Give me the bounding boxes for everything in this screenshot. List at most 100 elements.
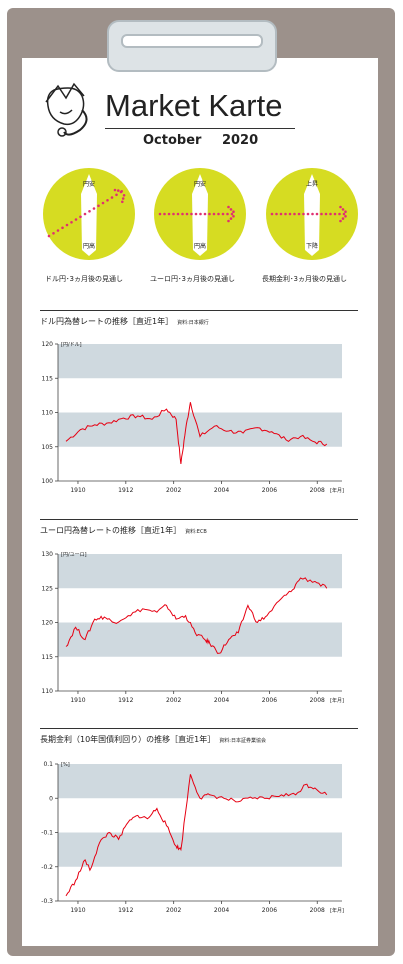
y-tick-label: -0.2: [41, 864, 53, 871]
dial-top-label: 円安: [194, 180, 206, 188]
dial-arrow-dot: [221, 212, 225, 216]
dial-arrow-head-dot: [341, 208, 345, 211]
dial-arrow-dot: [106, 199, 109, 202]
x-tick-label: 2004: [214, 697, 229, 704]
dial-arrow-dot: [56, 229, 60, 232]
y-tick-label: 115: [42, 654, 54, 661]
dial-arrow-head-dot: [339, 205, 342, 209]
x-tick-label: 1912: [118, 697, 133, 704]
y-tick-label: 130: [42, 551, 54, 558]
dial-arrow-dot: [194, 212, 198, 216]
y-unit-label: [%]: [61, 762, 70, 768]
dial-arrow-dot: [52, 232, 55, 235]
dial-arrow-head-dot: [344, 210, 347, 213]
dial-arrow-dot: [185, 212, 189, 216]
logo-stethoscope: [63, 109, 88, 136]
chart-title-usdjpy: ドル円為替レートの推移［直近1年］ 資料:日本銀行: [40, 316, 209, 327]
dial-arrow-head-dot: [120, 190, 123, 193]
dial-arrow-dot: [338, 212, 341, 216]
dial-arrow-dot: [181, 212, 184, 216]
dial-arrow-dot: [65, 223, 69, 227]
dial-arrow-dot: [302, 212, 305, 216]
chart-rate: 0.1 0 -0.1 -0.2 -0.3 [%] 1910 1912 2002 2004 2006 2…: [41, 761, 344, 914]
chart-title-eurjpy: ユーロ円為替レートの推移［直近1年］ 資料:ECB: [40, 525, 207, 536]
dial-arrow-dot: [158, 212, 162, 216]
dial-bottom-label: 円高: [194, 242, 206, 250]
chart-band: [58, 622, 342, 657]
y-unit-label: [円/ユーロ]: [61, 552, 87, 558]
chart-title-text: 長期金利（10年国債利回り）の推移［直近1年］: [40, 735, 216, 744]
dial-arrow-head-dot: [229, 208, 233, 211]
dial-arrow-dot: [324, 212, 328, 216]
x-tick-label: 2004: [214, 487, 229, 494]
chart-eurjpy: 130 125 120 115 110 [円/ユーロ] 1910 1912 2002 2004 20…: [42, 551, 344, 704]
clip-slot: [121, 34, 263, 48]
y-tick-label: 120: [42, 341, 54, 348]
x-tick-label: 2004: [214, 907, 229, 914]
x-tick-label: 2008: [310, 697, 325, 704]
x-tick-label: 2006: [262, 907, 277, 914]
y-tick-label: 115: [42, 375, 54, 382]
series-line: [65, 774, 328, 897]
dial-arrow-dot: [226, 212, 229, 216]
dial-arrow-dot: [199, 212, 202, 216]
dial-needle: [81, 174, 97, 256]
y-tick-label: 0: [49, 795, 53, 802]
chart-band: [58, 344, 342, 379]
page-title: Market Karte: [105, 88, 283, 123]
dial-arrow-dot: [83, 212, 87, 216]
section-rule-eurjpy: [40, 519, 358, 520]
dial-label-eurjpy: ユーロ円･3ヵ月後の見通し: [150, 275, 235, 283]
dial-arrow-dot: [176, 212, 180, 216]
chart-band: [58, 832, 342, 867]
title-rule: [105, 128, 295, 129]
chart-source: 資料:ECB: [185, 529, 207, 535]
y-tick-label: 120: [42, 620, 54, 627]
dial-arrow-dot: [320, 212, 323, 216]
y-tick-label: 110: [42, 410, 54, 417]
series-line: [65, 402, 328, 464]
dial-arrow-dot: [217, 212, 220, 216]
dial-arrow-dot: [70, 221, 73, 224]
dial-arrow-dot: [97, 204, 100, 208]
page-subtitle: October 2020: [143, 133, 259, 148]
dial-arrow-head-dot: [113, 188, 117, 192]
dial-arrow-dot: [115, 193, 118, 197]
dial-arrow-dot: [79, 215, 82, 219]
dial-arrow-head-dot: [339, 219, 342, 223]
x-tick-label: 1910: [70, 697, 85, 704]
dial-arrow-dot: [167, 212, 171, 216]
dial-bottom-label: 円高: [83, 242, 95, 250]
x-tick-label: 2006: [262, 487, 277, 494]
dial-arrow-head-dot: [232, 215, 235, 218]
dial-arrow-head-dot: [227, 219, 230, 223]
dial-arrow-dot: [315, 212, 319, 216]
dial-top-label: 円安: [83, 180, 95, 188]
y-tick-label: 110: [42, 688, 54, 695]
dial-arrow-head-dot: [232, 210, 235, 213]
y-tick-label: 125: [42, 585, 54, 592]
x-tick-label: 1912: [118, 487, 133, 494]
dial-arrow-head-dot: [122, 194, 126, 197]
x-tick-label: 1910: [70, 487, 85, 494]
dial-arrow-head-dot: [229, 217, 233, 220]
dial-arrow-dot: [74, 218, 78, 221]
chart-title-rate: 長期金利（10年国債利回り）の推移［直近1年］ 資料:日本証券業協会: [40, 734, 266, 745]
dial-top-label: 上昇: [306, 180, 318, 188]
y-tick-label: 105: [42, 444, 54, 451]
dial-arrow-dot: [88, 210, 91, 213]
y-tick-label: -0.3: [41, 898, 53, 905]
dial-arrow-dot: [212, 212, 216, 216]
y-tick-label: 100: [42, 478, 54, 485]
logo-face: [46, 87, 85, 126]
x-tick-label: 1912: [118, 907, 133, 914]
x-tick-label: 2002: [166, 697, 181, 704]
dial-arrow-dot: [275, 212, 278, 216]
y-unit-label: [円/ドル]: [61, 342, 82, 348]
dial-label-usdjpy: ドル円･3ヵ月後の見通し: [45, 275, 123, 283]
dial-label-rate: 長期金利･3ヵ月後の見通し: [262, 275, 347, 283]
chart-title-text: ユーロ円為替レートの推移［直近1年］: [40, 526, 182, 535]
dial-arrow-dot: [110, 196, 114, 199]
dial-arrow-dot: [306, 212, 310, 216]
